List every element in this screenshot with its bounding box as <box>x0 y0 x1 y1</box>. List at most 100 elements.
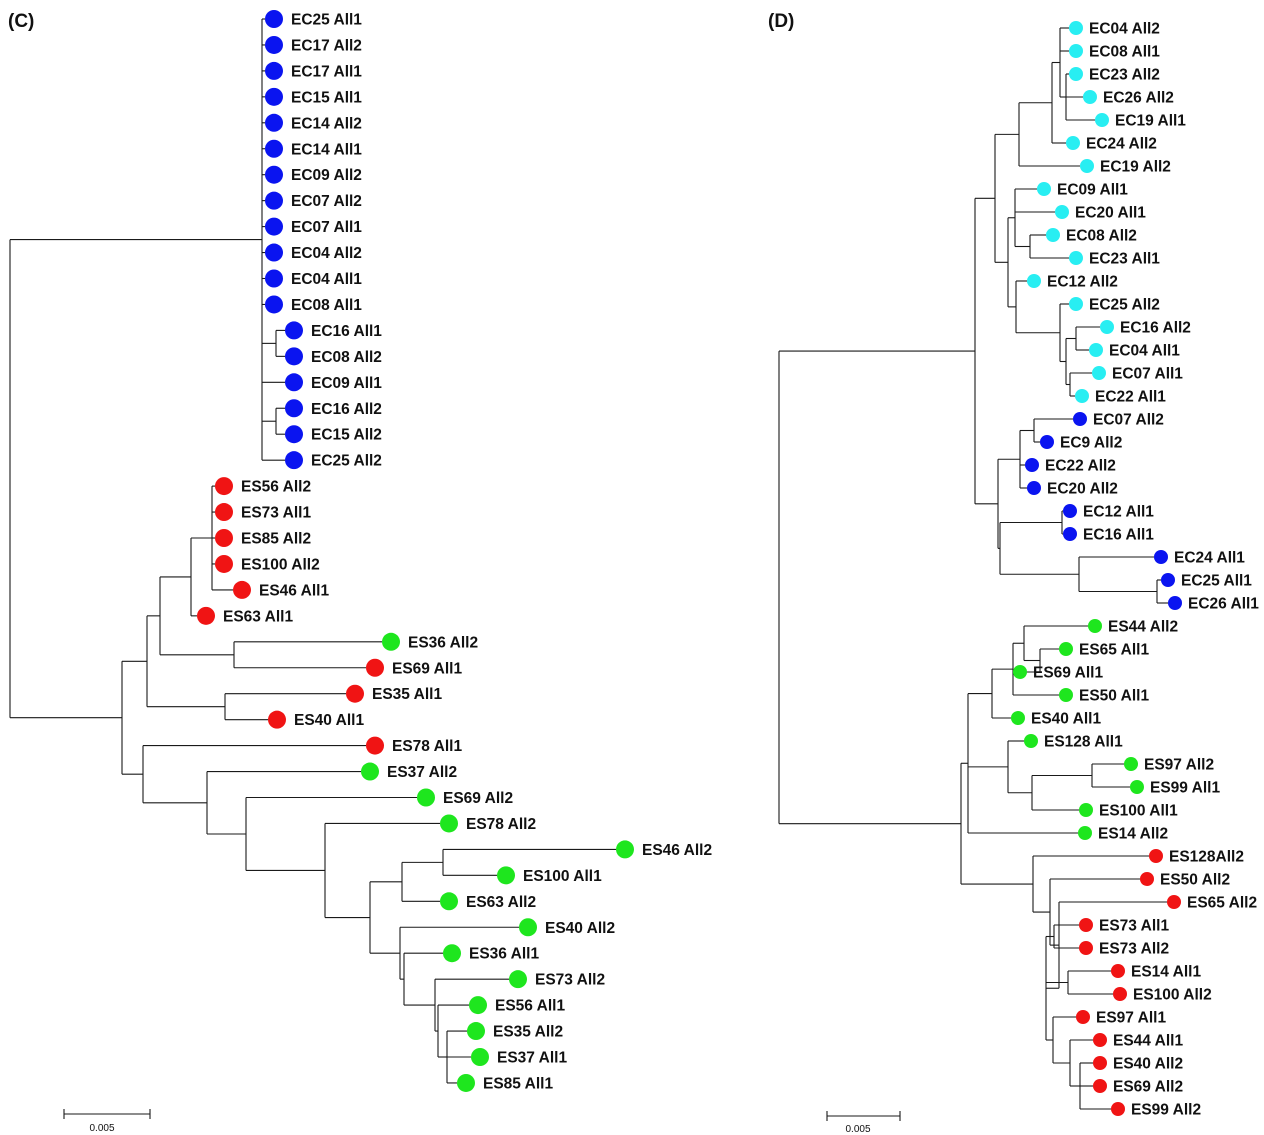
leaf-marker <box>265 10 283 28</box>
leaf-marker <box>1059 642 1073 656</box>
leaf-label: EC09 All1 <box>1057 182 1128 199</box>
tree-leaf: EC17 All2 <box>265 35 362 54</box>
tree-leaf: EC24 All1 <box>1154 550 1245 567</box>
leaf-label: EC14 All2 <box>291 115 362 132</box>
leaf-marker <box>1040 435 1054 449</box>
leaf-marker <box>265 217 283 236</box>
leaf-label: EC08 All1 <box>1089 44 1160 61</box>
tree-leaf: ES46 All1 <box>233 580 329 599</box>
leaf-label: EC07 All2 <box>1093 412 1164 429</box>
tree-leaf: EC26 All2 <box>1083 90 1174 107</box>
tree-leaf: ES56 All2 <box>215 477 311 496</box>
tree-leaf: ES69 All1 <box>1013 665 1103 682</box>
leaf-marker <box>366 736 384 755</box>
leaf-label: ES56 All2 <box>241 479 311 496</box>
tree-panel-d: (D) EC04 All2 EC08 All1 EC23 All2 EC26 All2… <box>768 11 1259 1135</box>
leaf-marker <box>1088 619 1102 633</box>
leaf-label: EC24 All2 <box>1086 136 1157 153</box>
leaf-marker <box>1027 481 1041 495</box>
leaf-marker <box>1168 596 1182 610</box>
leaf-marker <box>1130 780 1144 794</box>
leaf-marker <box>197 606 215 625</box>
tree-leaf: EC15 All2 <box>285 425 382 444</box>
tree-leaf: ES85 All1 <box>457 1073 553 1092</box>
leaf-marker <box>215 477 233 496</box>
leaf-marker <box>1066 136 1080 150</box>
leaf-marker <box>215 529 233 547</box>
leaf-label: EC25 All2 <box>311 453 382 470</box>
leaf-marker <box>509 970 527 989</box>
leaf-marker <box>1059 688 1073 702</box>
leaf-marker <box>1111 964 1125 978</box>
leaf-marker <box>1080 159 1094 173</box>
tree-leaf: ES37 All2 <box>361 762 457 781</box>
leaf-marker <box>1025 458 1039 472</box>
leaf-marker <box>265 139 283 158</box>
leaf-label: ES100 All2 <box>241 556 320 573</box>
tree-leaf: ES73 All1 <box>1079 918 1169 935</box>
tree-leaf: EC17 All1 <box>265 61 362 80</box>
tree-leaf: EC14 All2 <box>265 113 362 132</box>
tree-leaf: EC07 All2 <box>1073 412 1164 429</box>
tree-leaf: ES44 All1 <box>1093 1033 1183 1050</box>
leaf-label: EC15 All2 <box>311 427 382 444</box>
leaf-label: EC07 All2 <box>291 193 362 210</box>
leaf-marker <box>1063 504 1077 518</box>
leaf-marker <box>215 503 233 522</box>
leaf-marker <box>1154 550 1168 564</box>
leaf-label: EC14 All1 <box>291 141 362 158</box>
tree-leaf: EC04 All2 <box>1069 21 1160 38</box>
tree-leaf: ES40 All2 <box>1093 1056 1183 1073</box>
leaf-marker <box>265 165 283 184</box>
tree-branches-c <box>9 18 616 1084</box>
leaf-marker <box>1055 205 1069 219</box>
tree-leaf: EC23 All2 <box>1069 67 1160 84</box>
tree-leaf: EC08 All1 <box>1069 44 1160 61</box>
leaf-label: ES100 All1 <box>523 868 602 885</box>
leaf-label: EC26 All2 <box>1103 90 1174 107</box>
leaf-label: EC24 All1 <box>1174 550 1245 567</box>
leaf-label: EC08 All1 <box>291 297 362 314</box>
tree-leaf: ES128All2 <box>1149 849 1244 866</box>
tree-leaf: ES14 All1 <box>1111 964 1201 981</box>
tree-leaf: EC15 All1 <box>265 87 362 106</box>
tree-leaf: EC07 All2 <box>265 191 362 210</box>
leaf-label: ES40 All2 <box>1113 1056 1183 1073</box>
tree-leaf: EC12 All1 <box>1063 504 1154 521</box>
leaf-label: ES44 All2 <box>1108 619 1178 636</box>
leaf-label: ES40 All1 <box>294 712 364 729</box>
leaf-label: ES56 All1 <box>495 998 565 1015</box>
leaf-label: EC16 All1 <box>1083 527 1154 544</box>
tree-leaf: EC09 All2 <box>265 165 362 184</box>
tree-leaf: ES46 All2 <box>616 840 712 859</box>
tree-leaf: EC08 All1 <box>265 295 362 314</box>
leaf-marker <box>1069 67 1083 81</box>
tree-leaf: ES50 All1 <box>1059 688 1149 705</box>
leaf-marker <box>1046 228 1060 242</box>
leaf-marker <box>265 61 283 80</box>
leaf-label: EC07 All1 <box>1112 366 1183 383</box>
leaf-marker <box>268 710 286 729</box>
leaf-label: EC25 All2 <box>1089 297 1160 314</box>
panel-label-c: (C) <box>8 11 34 32</box>
leaf-marker <box>233 580 251 599</box>
leaf-label: EC23 All2 <box>1089 67 1160 84</box>
leaf-label: EC19 All2 <box>1100 159 1171 176</box>
tree-branches-d <box>778 27 1168 1110</box>
tree-leaf: EC9 All2 <box>1040 435 1122 452</box>
leaf-label: ES73 All1 <box>241 505 311 522</box>
tree-leaf: ES100 All1 <box>1079 803 1178 820</box>
leaf-marker <box>285 399 303 418</box>
leaf-label: ES36 All2 <box>408 634 478 651</box>
leaf-marker <box>469 996 487 1015</box>
leaf-label: ES14 All1 <box>1131 964 1201 981</box>
tree-leaf: ES73 All1 <box>215 503 311 522</box>
leaf-marker <box>1167 895 1181 909</box>
leaf-marker <box>1075 389 1089 403</box>
tree-leaf: ES50 All2 <box>1140 872 1230 889</box>
leaf-marker <box>497 866 515 885</box>
leaf-label: EC04 All1 <box>291 271 362 288</box>
leaf-label: ES78 All2 <box>466 816 536 833</box>
leaf-marker <box>265 295 283 314</box>
leaf-marker <box>1069 21 1083 35</box>
